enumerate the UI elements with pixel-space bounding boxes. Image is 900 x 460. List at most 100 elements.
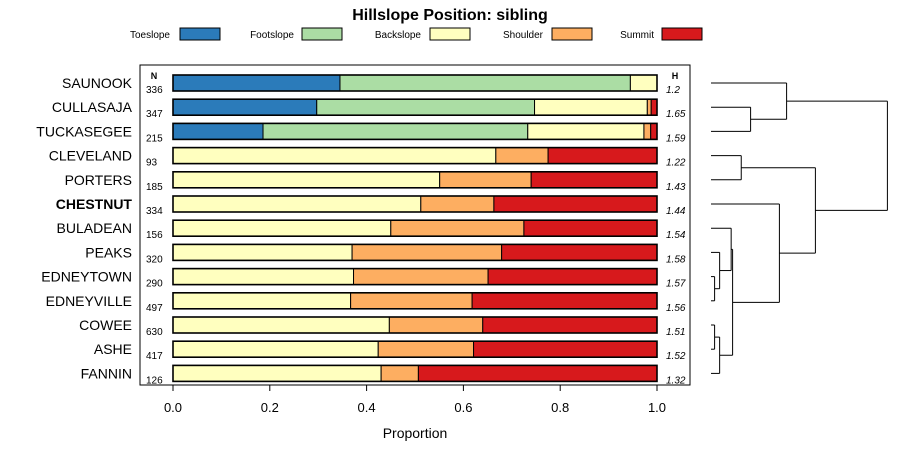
category-label-tuckasegee: TUCKASEGEE <box>36 123 132 139</box>
h-value-edneyville: 1.56 <box>666 303 686 314</box>
n-column-header: N <box>151 71 158 81</box>
legend-swatch-backslope <box>429 27 471 41</box>
bar-segment-ashe-shoulder <box>377 340 475 358</box>
bar-segment-fannin-shoulder <box>380 364 419 382</box>
category-label-edneytown: EDNEYTOWN <box>41 269 132 285</box>
bar-row-fannin <box>172 364 658 383</box>
bar-segment-edneyville-backslope <box>172 292 352 310</box>
bar-segment-peaks-summit <box>501 243 658 261</box>
bar-segment-cleveland-backslope <box>172 147 497 165</box>
n-value-cowee: 630 <box>146 327 163 338</box>
bar-segment-porters-backslope <box>172 171 441 189</box>
legend-label-footslope: Footslope <box>250 30 294 41</box>
bar-row-cullasaja <box>172 98 658 116</box>
x-tick-label-1: 0.2 <box>261 400 279 415</box>
bar-outline-cullasaja <box>172 98 658 116</box>
n-value-edneyville: 497 <box>146 303 163 314</box>
x-tick-label-0: 0.0 <box>164 400 182 415</box>
bar-segment-chestnut-shoulder <box>420 195 495 213</box>
bar-segment-tuckasegee-toeslope <box>172 122 264 140</box>
h-value-cowee: 1.51 <box>666 327 685 338</box>
bar-segment-edneytown-shoulder <box>353 268 489 286</box>
category-label-peaks: PEAKS <box>85 244 132 260</box>
legend-label-shoulder: Shoulder <box>503 30 544 41</box>
bar-segment-cowee-shoulder <box>388 316 484 334</box>
category-label-cullasaja: CULLASAJA <box>52 99 133 115</box>
legend-swatch-shoulder <box>551 27 593 41</box>
bar-segment-edneyville-shoulder <box>350 292 473 310</box>
n-value-peaks: 320 <box>146 254 163 265</box>
h-value-cleveland: 1.22 <box>666 158 686 169</box>
bar-segment-tuckasegee-shoulder <box>643 122 652 140</box>
bar-segment-peaks-shoulder <box>351 243 503 261</box>
bar-outline-porters <box>172 171 658 189</box>
h-value-porters: 1.43 <box>666 182 686 193</box>
bar-segment-ashe-backslope <box>172 340 379 358</box>
bar-segment-chestnut-summit <box>493 195 658 213</box>
bar-segment-saunook-footslope <box>339 74 631 92</box>
bar-row-buladean <box>172 219 658 237</box>
x-tick-label-4: 0.8 <box>551 400 569 415</box>
bar-outline-ashe <box>172 340 658 359</box>
bar-segment-buladean-shoulder <box>390 219 525 237</box>
h-value-saunook: 1.2 <box>666 85 680 96</box>
h-value-ashe: 1.52 <box>666 351 686 362</box>
bar-outline-edneyville <box>172 291 658 310</box>
category-label-cleveland: CLEVELAND <box>49 148 132 164</box>
bar-outline-chestnut <box>172 195 658 213</box>
x-axis: 0.0 0.2 0.4 0.6 0.8 1.0 <box>164 385 666 415</box>
x-axis-label: Proportion <box>383 425 448 441</box>
bar-outline-peaks <box>172 243 658 262</box>
bar-segment-cullasaja-toeslope <box>172 98 318 116</box>
bar-row-cowee <box>172 316 658 334</box>
legend-label-toeslope: Toeslope <box>130 30 170 41</box>
bar-segment-tuckasegee-summit <box>650 122 658 140</box>
category-label-saunook: SAUNOOK <box>62 75 133 91</box>
bar-segment-cullasaja-shoulder <box>646 98 652 116</box>
bar-segment-cullasaja-summit <box>650 98 658 116</box>
bar-outline-buladean <box>172 219 658 237</box>
bar-segment-cowee-summit <box>482 316 658 334</box>
h-value-edneytown: 1.57 <box>666 279 686 290</box>
bar-outline-edneytown <box>172 267 658 286</box>
legend-swatch-footslope <box>301 27 343 41</box>
h-column-header: H <box>672 71 679 81</box>
category-label-edneyville: EDNEYVILLE <box>46 293 132 309</box>
bar-segment-chestnut-backslope <box>172 195 422 213</box>
h-value-cullasaja: 1.65 <box>666 109 686 120</box>
x-tick-label-3: 0.6 <box>454 400 472 415</box>
h-value-chestnut: 1.44 <box>666 206 686 217</box>
legend: Toeslope Footslope Backslope Shoulder Summit <box>130 27 703 41</box>
bar-segment-cullasaja-footslope <box>316 98 536 116</box>
bar-segment-tuckasegee-backslope <box>527 122 645 140</box>
bar-row-edneyville <box>172 291 658 310</box>
bar-segment-porters-shoulder <box>439 171 532 189</box>
bar-segment-edneytown-backslope <box>172 268 355 286</box>
legend-label-backslope: Backslope <box>375 30 422 41</box>
bar-segment-fannin-backslope <box>172 364 382 382</box>
n-value-chestnut: 334 <box>146 206 163 217</box>
bar-row-tuckasegee <box>172 122 658 141</box>
bar-outline-cleveland <box>172 146 658 165</box>
n-value-ashe: 417 <box>146 351 163 362</box>
h-value-buladean: 1.54 <box>666 230 686 241</box>
bar-segment-edneyville-summit <box>471 292 658 310</box>
legend-swatch-toeslope <box>179 27 221 41</box>
plot-panel-frame <box>139 64 691 386</box>
legend-swatch-summit <box>661 27 703 41</box>
bar-segment-cleveland-shoulder <box>495 147 549 165</box>
category-label-porters: PORTERS <box>65 172 132 188</box>
n-value-saunook: 336 <box>146 85 163 96</box>
category-label-fannin: FANNIN <box>81 365 132 381</box>
bar-segment-cleveland-summit <box>547 147 658 165</box>
category-label-buladean: BULADEAN <box>57 220 132 236</box>
bar-row-saunook <box>172 74 658 92</box>
bar-segment-buladean-summit <box>523 219 658 237</box>
bars-panel: SAUNOOK 336 1.2 CULLASAJA 347 1.65 TUCKASEGEE 2… <box>36 64 691 386</box>
bar-row-porters <box>172 171 658 189</box>
bar-segment-peaks-backslope <box>172 243 353 261</box>
bar-segment-tuckasegee-footslope <box>262 122 529 140</box>
category-label-cowee: COWEE <box>79 317 132 333</box>
h-value-fannin: 1.32 <box>666 375 686 386</box>
